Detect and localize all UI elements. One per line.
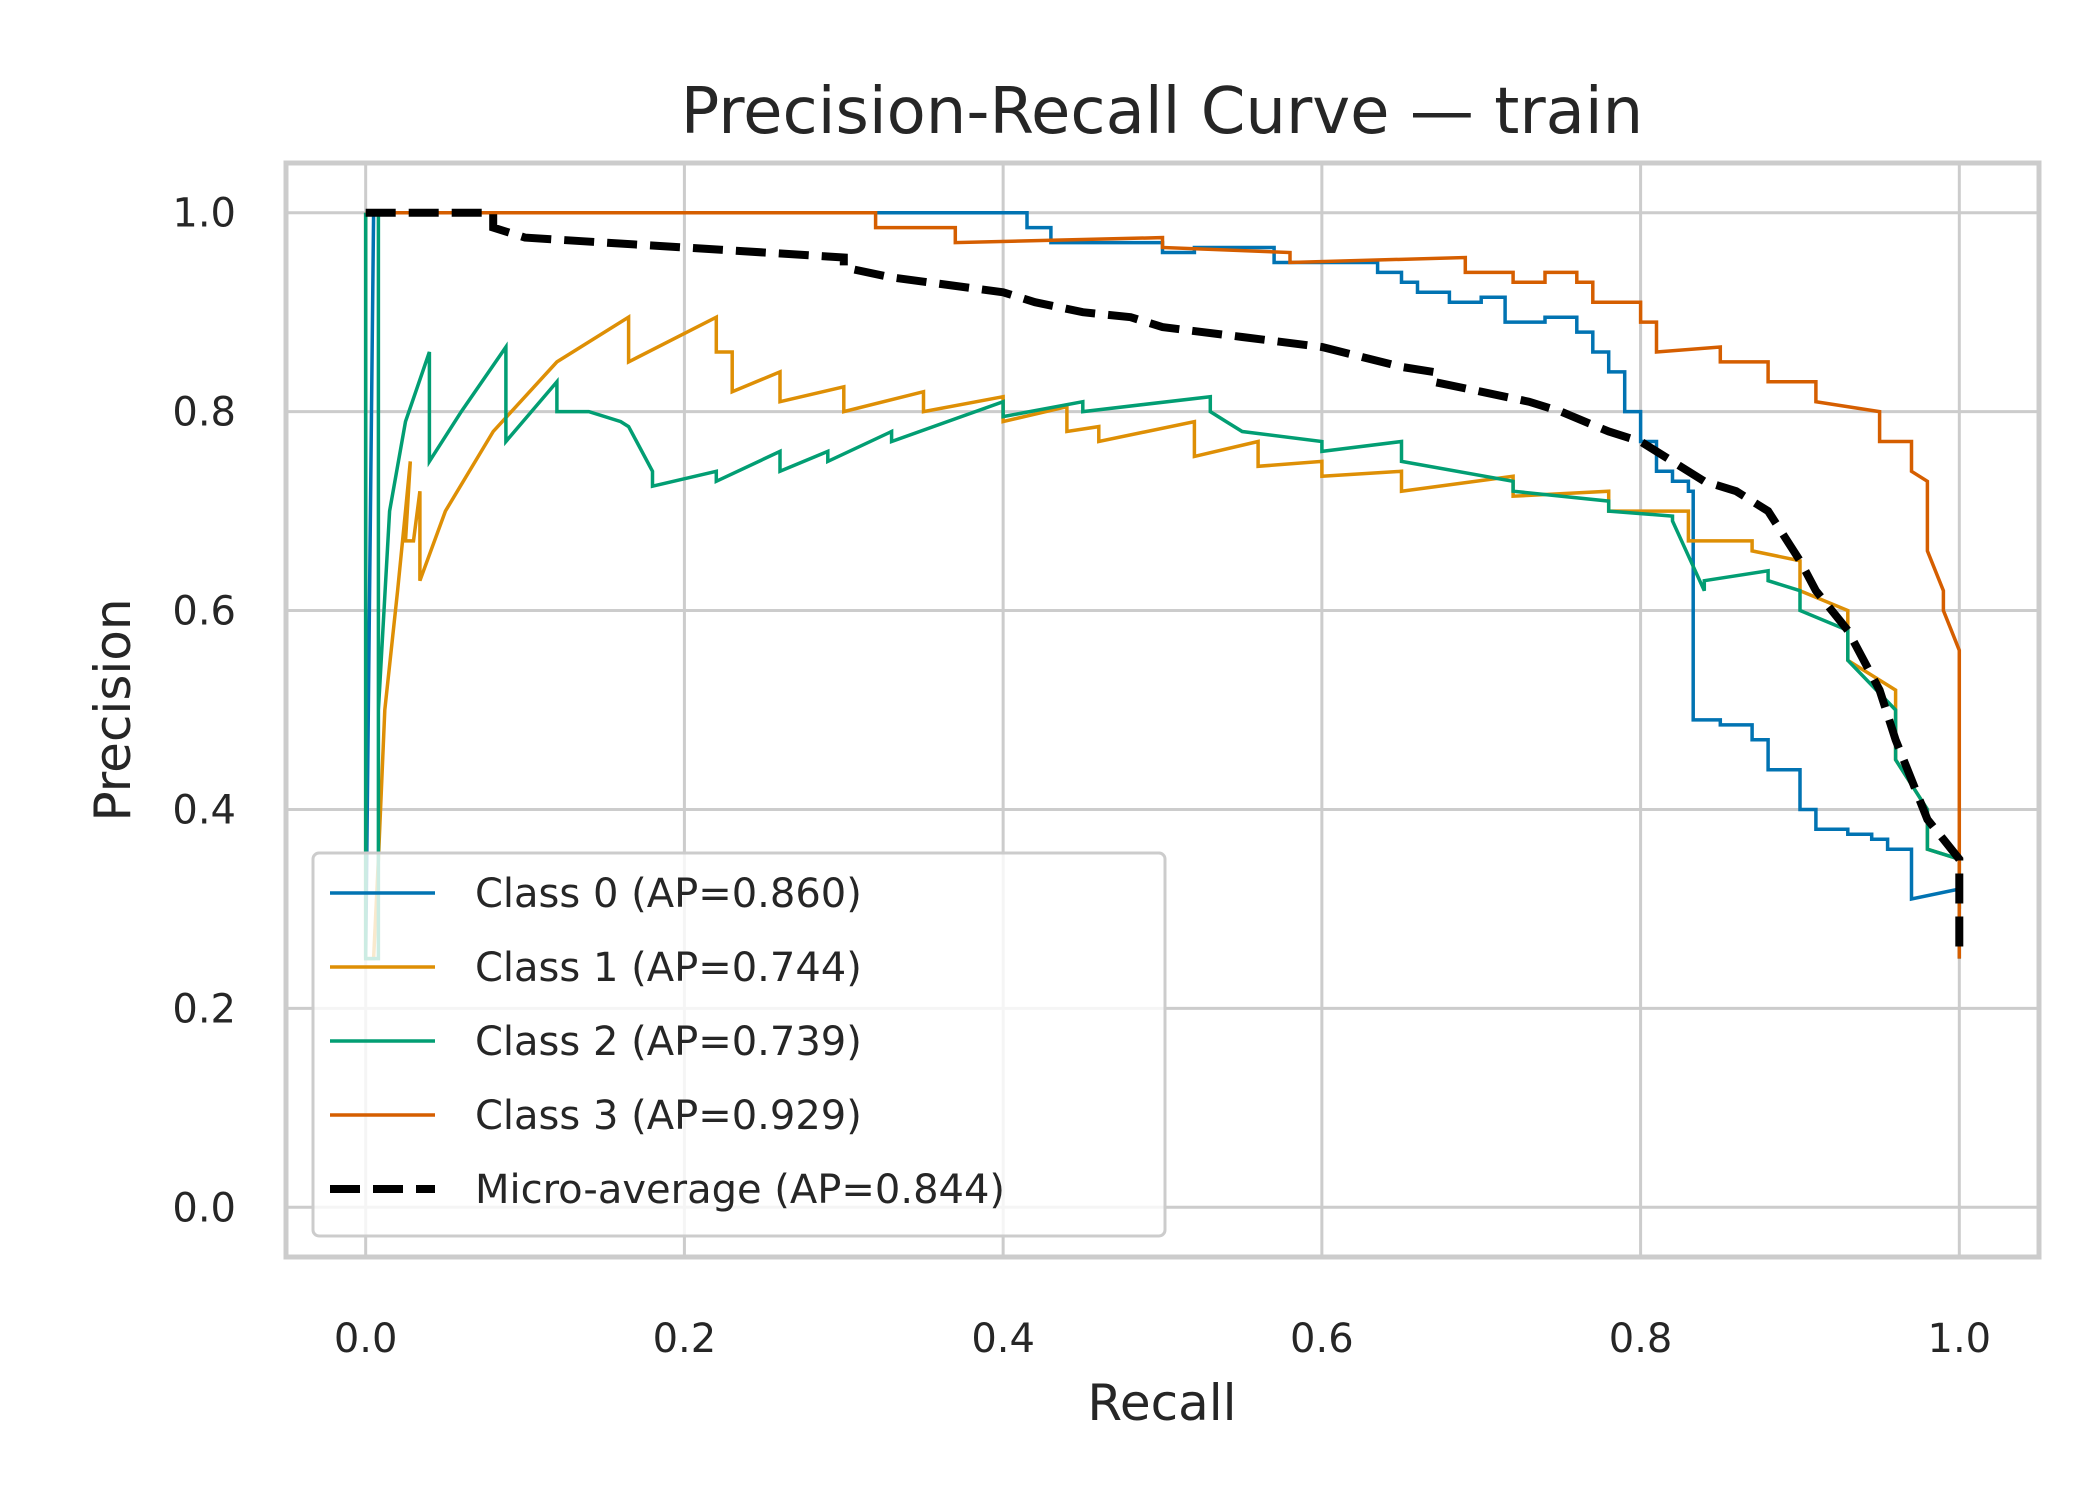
x-tick-label: 0.8 (1609, 1316, 1673, 1362)
legend-label-0: Class 0 (AP=0.860) (475, 871, 862, 917)
y-tick-labels: 0.0 0.2 0.4 0.6 0.8 1.0 (172, 191, 236, 1232)
y-tick-label: 0.8 (172, 390, 236, 436)
y-axis-label: Precision (84, 598, 142, 821)
x-tick-labels: 0.0 0.2 0.4 0.6 0.8 1.0 (334, 1316, 1991, 1362)
series-line-1 (363, 212, 1962, 961)
y-tick-label: 1.0 (172, 191, 236, 237)
legend-label-2: Class 2 (AP=0.739) (475, 1019, 862, 1065)
x-axis-label: Recall (1087, 1374, 1236, 1432)
series-layer (363, 208, 1964, 961)
legend-label-3: Class 3 (AP=0.929) (475, 1093, 862, 1139)
y-tick-label: 0.0 (172, 1185, 236, 1231)
x-tick-label: 0.4 (971, 1316, 1035, 1362)
y-tick-label: 0.6 (172, 589, 236, 635)
x-tick-label: 1.0 (1928, 1316, 1992, 1362)
y-tick-label: 0.4 (172, 787, 236, 833)
x-tick-label: 0.2 (653, 1316, 717, 1362)
series-line-0 (363, 210, 1962, 959)
chart-title: Precision-Recall Curve — train (681, 75, 1643, 149)
y-tick-label: 0.2 (172, 986, 236, 1032)
plot-frame (283, 160, 2042, 1260)
legend-items: Class 0 (AP=0.860) Class 1 (AP=0.744) Clas… (330, 871, 1005, 1213)
legend-label-1: Class 1 (AP=0.744) (475, 945, 862, 991)
x-tick-label: 0.6 (1290, 1316, 1354, 1362)
series-line-3 (365, 210, 1962, 959)
legend-box (311, 851, 1167, 1238)
series-line-4 (365, 208, 1964, 959)
series-line-2 (363, 212, 1962, 961)
legend-label-4: Micro-average (AP=0.844) (475, 1167, 1005, 1213)
legend: Class 0 (AP=0.860) Class 1 (AP=0.744) Clas… (311, 851, 1167, 1238)
x-tick-label: 0.0 (334, 1316, 398, 1362)
